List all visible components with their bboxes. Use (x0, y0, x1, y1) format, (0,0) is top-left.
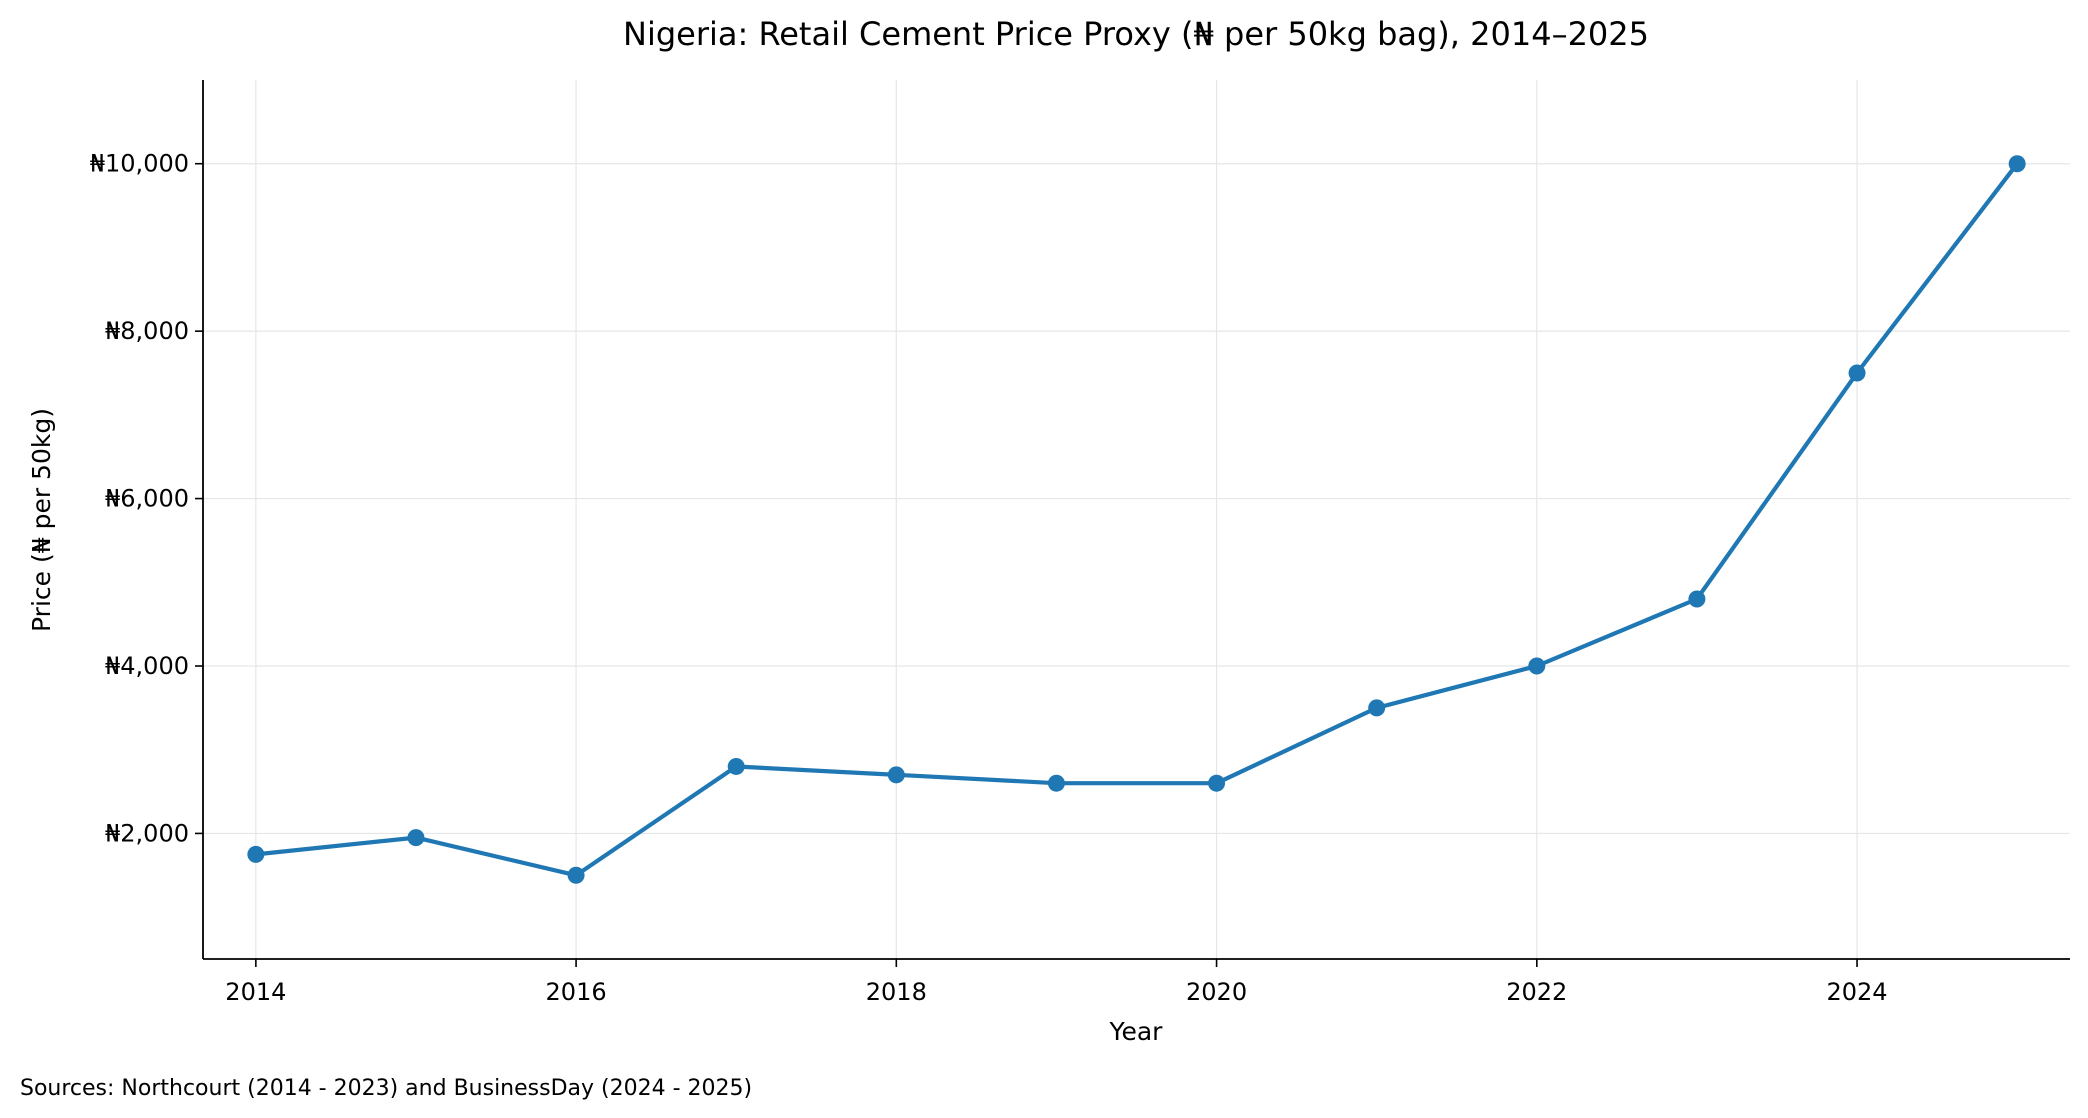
data-point (567, 866, 585, 884)
x-tick-label: 2016 (546, 978, 607, 1006)
y-tick-label: ₦10,000 (90, 150, 189, 178)
data-point (727, 757, 745, 775)
data-point (407, 829, 425, 847)
data-point (1368, 699, 1386, 717)
y-tick-label: ₦2,000 (105, 819, 189, 847)
series-group (247, 155, 2026, 884)
series-line (253, 161, 2020, 878)
x-tick-label: 2020 (1186, 978, 1247, 1006)
data-point (247, 845, 265, 863)
y-tick-label: ₦4,000 (105, 652, 189, 680)
y-axis-ticks: ₦2,000 ₦4,000 ₦6,000 ₦8,000 ₦10,000 (90, 150, 203, 847)
x-axis-label: Year (1109, 1017, 1164, 1046)
axes (202, 80, 2070, 960)
data-point (1848, 364, 1866, 382)
data-point (2008, 155, 2026, 173)
data-point (887, 766, 905, 784)
y-tick-label: ₦6,000 (105, 485, 189, 513)
x-axis-ticks: 2014 2016 2018 2020 2022 2024 (225, 959, 1888, 1006)
data-point (1047, 774, 1065, 792)
x-tick-label: 2024 (1827, 978, 1888, 1006)
x-tick-label: 2018 (866, 978, 927, 1006)
data-point (1528, 657, 1546, 675)
x-tick-label: 2022 (1506, 978, 1567, 1006)
y-axis-label: Price (₦ per 50kg) (27, 408, 56, 632)
data-point (1688, 590, 1706, 608)
y-tick-label: ₦8,000 (105, 317, 189, 345)
x-tick-label: 2014 (225, 978, 286, 1006)
grid (203, 80, 2070, 959)
data-point (1208, 774, 1226, 792)
source-note: Sources: Northcourt (2014 - 2023) and Bu… (20, 1076, 752, 1101)
chart-title: Nigeria: Retail Cement Price Proxy (₦ pe… (623, 15, 1649, 53)
